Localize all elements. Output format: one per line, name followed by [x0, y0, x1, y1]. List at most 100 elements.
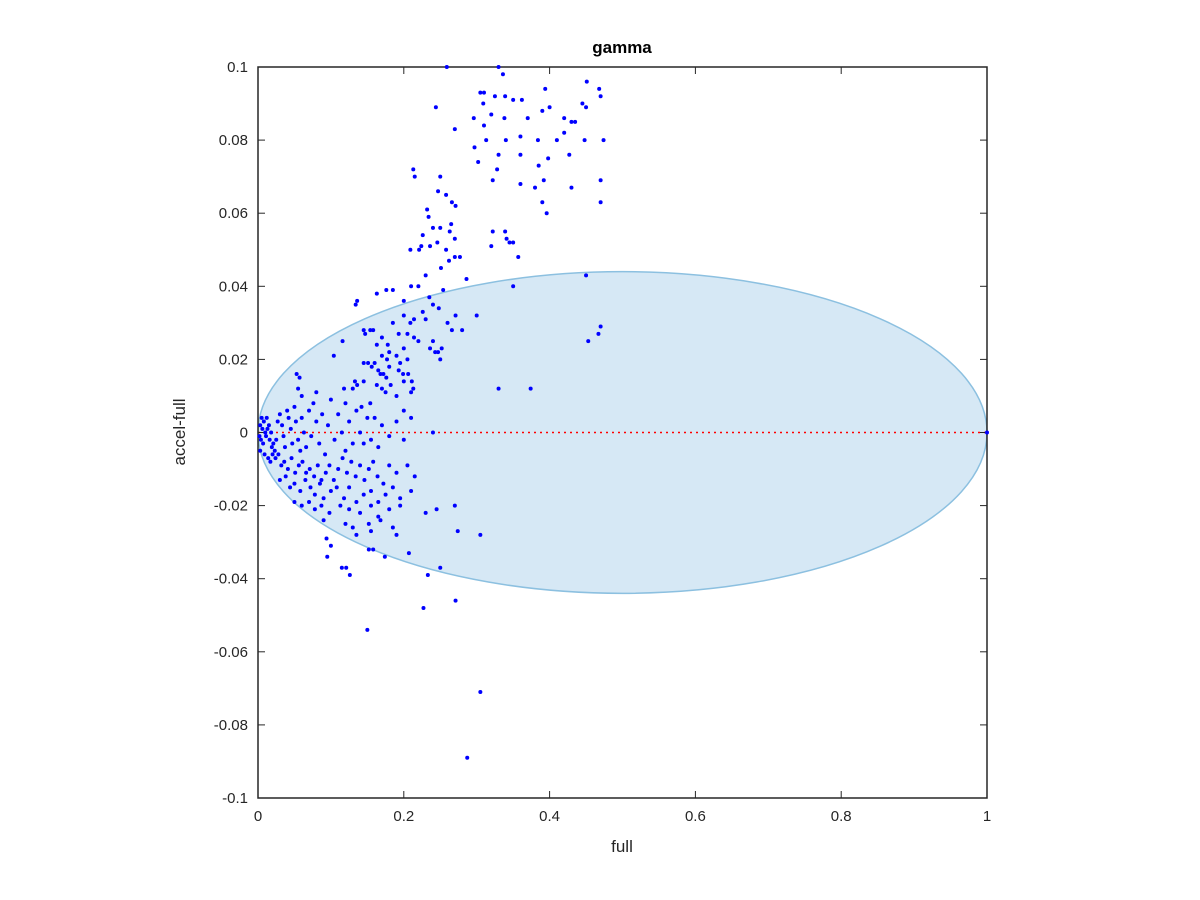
data-point: [271, 441, 276, 446]
data-point: [309, 434, 314, 439]
data-point: [428, 346, 433, 351]
data-point: [398, 496, 403, 501]
data-point: [296, 386, 301, 391]
data-point: [430, 339, 435, 344]
data-point: [541, 178, 546, 183]
data-point: [371, 547, 376, 552]
data-point: [369, 364, 374, 369]
data-point: [359, 404, 364, 409]
data-point: [328, 543, 333, 548]
data-point: [438, 225, 443, 230]
data-point: [511, 240, 516, 245]
data-point: [406, 372, 411, 377]
data-point: [394, 393, 399, 398]
data-point: [349, 459, 354, 464]
data-point: [338, 503, 343, 508]
data-point: [436, 189, 441, 194]
data-point: [516, 255, 521, 260]
data-point: [257, 434, 262, 439]
data-point: [275, 419, 280, 424]
y-tick-label: 0.06: [219, 205, 248, 222]
data-point: [436, 306, 441, 311]
data-point: [481, 90, 486, 95]
data-point: [334, 485, 339, 490]
data-point: [511, 97, 516, 102]
data-point: [434, 507, 439, 512]
data-point: [292, 481, 297, 486]
data-point: [405, 357, 410, 362]
data-point: [438, 174, 443, 179]
data-point: [327, 510, 332, 515]
data-point: [262, 452, 267, 457]
y-tick-label: -0.02: [214, 498, 248, 515]
data-point: [496, 386, 501, 391]
data-point: [279, 463, 284, 468]
y-tick-label: 0.04: [219, 278, 248, 295]
data-point: [484, 138, 489, 143]
data-point: [430, 430, 435, 435]
data-point: [435, 240, 440, 245]
y-tick-label: -0.08: [214, 717, 248, 734]
data-point: [546, 156, 551, 161]
data-point: [265, 426, 270, 431]
data-point: [495, 167, 500, 172]
data-point: [293, 419, 298, 424]
data-point: [596, 331, 601, 336]
data-point: [598, 178, 603, 183]
data-point: [394, 532, 399, 537]
data-point: [496, 152, 501, 157]
data-point: [277, 412, 282, 417]
data-point: [478, 532, 483, 537]
data-point: [401, 372, 406, 377]
data-point: [289, 456, 294, 461]
data-point: [985, 430, 989, 435]
chart-title: gamma: [592, 38, 652, 57]
data-point: [347, 419, 352, 424]
data-point: [282, 445, 287, 450]
data-point: [416, 284, 421, 289]
data-point: [446, 258, 451, 263]
data-point: [276, 452, 281, 457]
data-point: [366, 521, 371, 526]
data-point: [384, 375, 389, 380]
data-point: [303, 478, 308, 483]
data-point: [503, 229, 508, 234]
data-point: [307, 408, 312, 413]
data-point: [412, 174, 417, 179]
data-point: [438, 266, 443, 271]
data-point: [294, 372, 299, 377]
data-point: [328, 488, 333, 493]
data-point: [375, 474, 380, 479]
data-point: [455, 529, 460, 534]
data-point: [489, 244, 494, 249]
data-point: [384, 287, 389, 292]
data-point: [449, 328, 454, 333]
data-point: [390, 485, 395, 490]
x-tick-label: 0.8: [831, 808, 852, 825]
data-point: [598, 200, 603, 205]
data-point: [503, 138, 508, 143]
x-tick-label: 0.4: [539, 808, 560, 825]
data-point: [336, 412, 341, 417]
data-point: [540, 108, 545, 113]
data-point: [447, 229, 452, 234]
data-point: [307, 467, 312, 472]
data-point: [411, 167, 416, 172]
data-point: [567, 152, 572, 157]
data-point: [371, 459, 376, 464]
data-point: [423, 510, 428, 515]
data-point: [374, 291, 379, 296]
data-point: [358, 510, 363, 515]
data-point: [376, 514, 381, 519]
data-point: [426, 214, 431, 219]
data-point: [304, 445, 309, 450]
data-point: [444, 247, 449, 252]
y-axis-label: accel-full: [170, 398, 189, 465]
data-point: [412, 335, 417, 340]
data-point: [387, 463, 392, 468]
data-point: [366, 361, 371, 366]
data-point: [436, 350, 441, 355]
data-point: [324, 536, 329, 541]
data-point: [385, 357, 390, 362]
y-tick-label: 0.08: [219, 132, 248, 149]
